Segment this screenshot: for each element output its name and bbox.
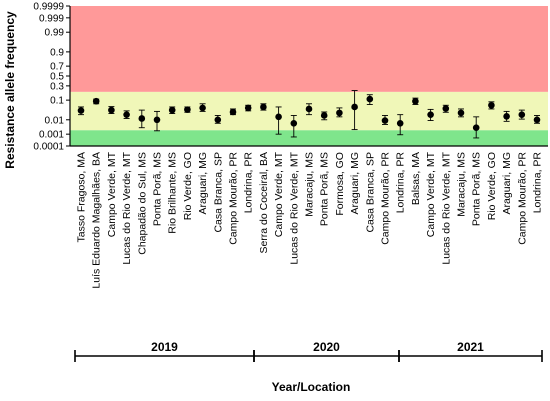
y-axis-title: Resistance allele frequency (3, 11, 17, 169)
data-point (184, 106, 191, 113)
data-point (229, 108, 237, 116)
year-label: 2019 (151, 340, 178, 354)
x-tick-label: Maracaju, MS (304, 152, 316, 217)
data-point (77, 107, 85, 114)
x-tick-label: Casa Branca, SP (364, 152, 376, 233)
band-2 (70, 6, 548, 92)
data-point (396, 119, 404, 127)
data-point (442, 105, 450, 112)
data-point (92, 97, 100, 105)
x-tick-label: Lucas do Rio Verde, MT (288, 151, 300, 264)
x-tick-label: Serra do Coceiral, BA (258, 152, 270, 254)
x-tick-label: Casa Branca, SP (212, 152, 224, 233)
data-point (336, 109, 343, 117)
data-point (214, 116, 222, 124)
y-tick-label: 0.9999 (33, 2, 64, 13)
x-tick-label: Campo Mourão, PR (516, 152, 528, 245)
x-tick-label: Campo Mourão, PR (228, 152, 240, 245)
data-point (366, 95, 374, 103)
x-axis-title: Year/Location (272, 380, 351, 394)
x-tick-label: Tasso Fragoso, MA (76, 152, 88, 242)
y-tick-label: 0.99 (45, 28, 65, 39)
data-point (503, 113, 510, 120)
x-tick-label: Campo Mourão, PR (380, 152, 392, 245)
year-groups: 2019 2020 2021 (74, 340, 543, 362)
x-tick-label: Lucas do Rio Verde, MT (440, 151, 452, 264)
data-point (153, 116, 161, 124)
x-tick-label: Campo Verde, MT (273, 151, 285, 237)
y-tick-label: 0.3 (50, 81, 64, 92)
data-point (351, 103, 358, 111)
data-point (412, 97, 419, 105)
x-tick-label: Balsas, MA (410, 152, 422, 205)
data-point (123, 111, 130, 118)
x-tick-label: Formosa, GO (334, 152, 346, 216)
x-tick-label: Luís Eduardo Magalhães, BA (91, 152, 103, 289)
x-tick-label: Campo Verde, MT (425, 151, 437, 237)
y-tick-label: 0.7 (50, 62, 64, 73)
x-tick-label: Londrina, PR (243, 152, 255, 214)
y-tick-label: 0.999 (39, 13, 64, 24)
x-tick-label: Ponta Porã, MS (471, 152, 483, 226)
x-tick-label: Londrina, PR (395, 152, 407, 214)
x-tick-label: Maracaju, MS (456, 152, 468, 217)
y-tick-label: 0.5 (50, 72, 64, 83)
data-point (168, 106, 176, 114)
band-0 (70, 130, 548, 146)
year-label: 2021 (457, 340, 484, 354)
x-tick-label: Ponta Porã, MS (152, 152, 164, 226)
y-tick-label: 0.1 (50, 96, 64, 107)
data-point (244, 104, 252, 112)
x-tick-label: Campo Verde, MT (106, 151, 118, 237)
data-point (457, 109, 465, 117)
data-point (320, 112, 328, 119)
year-label: 2020 (313, 340, 340, 354)
data-point (518, 111, 526, 118)
data-point (275, 113, 282, 121)
x-tick-label: Rio Verde, GO (486, 152, 498, 220)
x-tick-label: Rio Brilhante, MS (167, 152, 179, 234)
x-tick-label: Araguari, MG (197, 152, 209, 214)
y-tick-label: 0.01 (45, 115, 65, 126)
data-point (260, 103, 267, 111)
x-tick-label: Londrina, PR (532, 152, 544, 214)
x-tick-label: Araguari, MG (349, 152, 361, 214)
x-tick-label: Araguari, MG (501, 152, 513, 214)
data-point (427, 111, 434, 118)
y-tick-label: 0.0001 (33, 142, 64, 153)
data-point (472, 124, 480, 132)
data-point (199, 104, 206, 112)
data-points (77, 90, 541, 139)
x-tick-label: Rio Verde, GO (182, 152, 194, 220)
x-tick-label: Chapadão do Sul, MS (136, 152, 148, 255)
x-tick-labels: Tasso Fragoso, MA Luís Eduardo Magalhães,… (76, 151, 544, 288)
data-point (381, 117, 389, 124)
data-point (488, 101, 495, 109)
data-point (305, 105, 313, 113)
data-point (108, 106, 115, 114)
y-tick-label: 0.9 (50, 47, 64, 58)
x-tick-label: Ponta Porã, MS (319, 152, 331, 226)
x-tick-label: Lucas do Rio Verde, MT (121, 151, 133, 264)
y-tick-label: 0.001 (39, 130, 64, 141)
data-point (290, 119, 298, 127)
data-point (533, 116, 541, 124)
data-point (138, 115, 146, 122)
